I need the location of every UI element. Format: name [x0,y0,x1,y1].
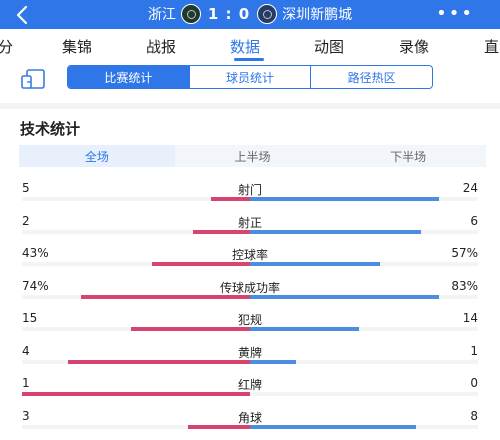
nav-tab-highlights[interactable]: 集锦 [62,38,93,56]
stat-row: 43% 控球率 57% [0,246,500,278]
stat-row: 3 角球 8 [0,409,500,440]
home-team-name: 浙江 [147,7,176,23]
stat-away-value: 6 [470,213,478,228]
stat-home-bar [211,197,250,201]
stat-row: 74% 传球成功率 83% [0,279,500,311]
stat-away-value: 0 [470,376,478,390]
stat-name: 角球 [237,410,262,425]
away-team-logo-icon [257,4,278,24]
stat-bar-track [22,392,478,396]
period-tab-first-half[interactable]: 上半场 [234,149,271,164]
stat-away-bar [250,424,416,429]
segment-player-stats[interactable]: 球员统计 [190,66,312,88]
stat-row: 1 红牌 0 [0,376,500,408]
stat-home-value: 15 [22,311,38,325]
section-divider [0,103,500,109]
nav-tab-report[interactable]: 战报 [146,38,177,56]
nav-tab-data[interactable]: 数据 [230,38,261,56]
stat-row: 5 射门 24 [0,181,500,213]
stat-name: 控球率 [231,248,268,262]
stat-away-bar [250,229,421,234]
stats-segment-control: 比赛统计 球员统计 路径热区 [67,65,433,89]
stat-home-bar [81,294,250,299]
stat-away-bar [250,359,296,364]
nav-tab-partial-right[interactable]: 直 [484,38,500,56]
stat-home-bar [68,359,250,364]
stat-home-bar [131,327,250,331]
nav-tab-replay[interactable]: 录像 [399,38,430,56]
main-nav: 分 集锦 战报 数据 动图 录像 直 [0,29,500,63]
stat-home-value: 74% [22,278,49,293]
stat-name: 黄牌 [237,345,262,360]
stat-row: 4 黄牌 1 [0,344,500,376]
stat-away-bar [250,327,359,331]
stat-away-value: 14 [462,311,478,325]
section-title: 技术统计 [20,120,81,138]
stat-away-bar [250,262,380,266]
top-bar: 浙江 1 : 0 深圳新鹏城 ••• [0,0,500,29]
stat-row: 15 犯规 14 [0,311,500,343]
stat-home-bar [22,392,250,396]
stat-name: 犯规 [237,313,262,327]
home-team-logo-icon [180,4,201,24]
stat-away-bar [250,294,439,299]
stats-subtabs: 比赛统计 球员统计 路径热区 [0,63,500,93]
stat-home-value: 43% [22,246,49,260]
stat-away-value: 57% [451,246,478,260]
more-options-icon[interactable]: ••• [436,3,474,24]
stat-name: 射正 [237,215,262,230]
stat-away-value: 8 [470,408,478,423]
stat-name: 红牌 [237,378,262,392]
segment-heatmap[interactable]: 路径热区 [347,70,396,85]
match-header: 浙江 1 : 0 深圳新鹏城 [0,3,500,25]
segment-match-stats[interactable]: 比赛统计 [68,66,190,88]
period-tab-second-half[interactable]: 下半场 [390,149,427,164]
stat-home-value: 3 [22,408,30,423]
stat-away-value: 24 [462,181,478,195]
stat-away-value: 1 [470,343,478,358]
back-arrow-icon[interactable] [12,4,34,26]
away-team-name: 深圳新鹏城 [282,7,353,23]
period-tab-full[interactable]: 全场 [19,145,175,167]
stat-home-bar [193,229,250,234]
active-tab-indicator [234,58,264,61]
stat-home-bar [152,262,250,266]
nav-tab-partial-left[interactable]: 分 [0,38,14,56]
stat-away-bar [250,197,439,201]
nav-tab-gifs[interactable]: 动图 [314,38,345,56]
stat-name: 射门 [237,183,262,197]
stat-name: 传球成功率 [219,280,280,295]
stat-home-bar [188,424,250,429]
stat-home-value: 5 [22,181,30,195]
stat-home-value: 1 [22,376,30,390]
stat-away-value: 83% [451,278,478,293]
stat-row: 2 射正 6 [0,214,500,246]
stat-home-value: 2 [22,213,30,228]
match-score: 1 : 0 [207,5,251,23]
period-tabs: 全场 上半场 下半场 [19,145,486,167]
stat-home-value: 4 [22,343,30,358]
pitch-layout-icon[interactable] [20,68,46,90]
